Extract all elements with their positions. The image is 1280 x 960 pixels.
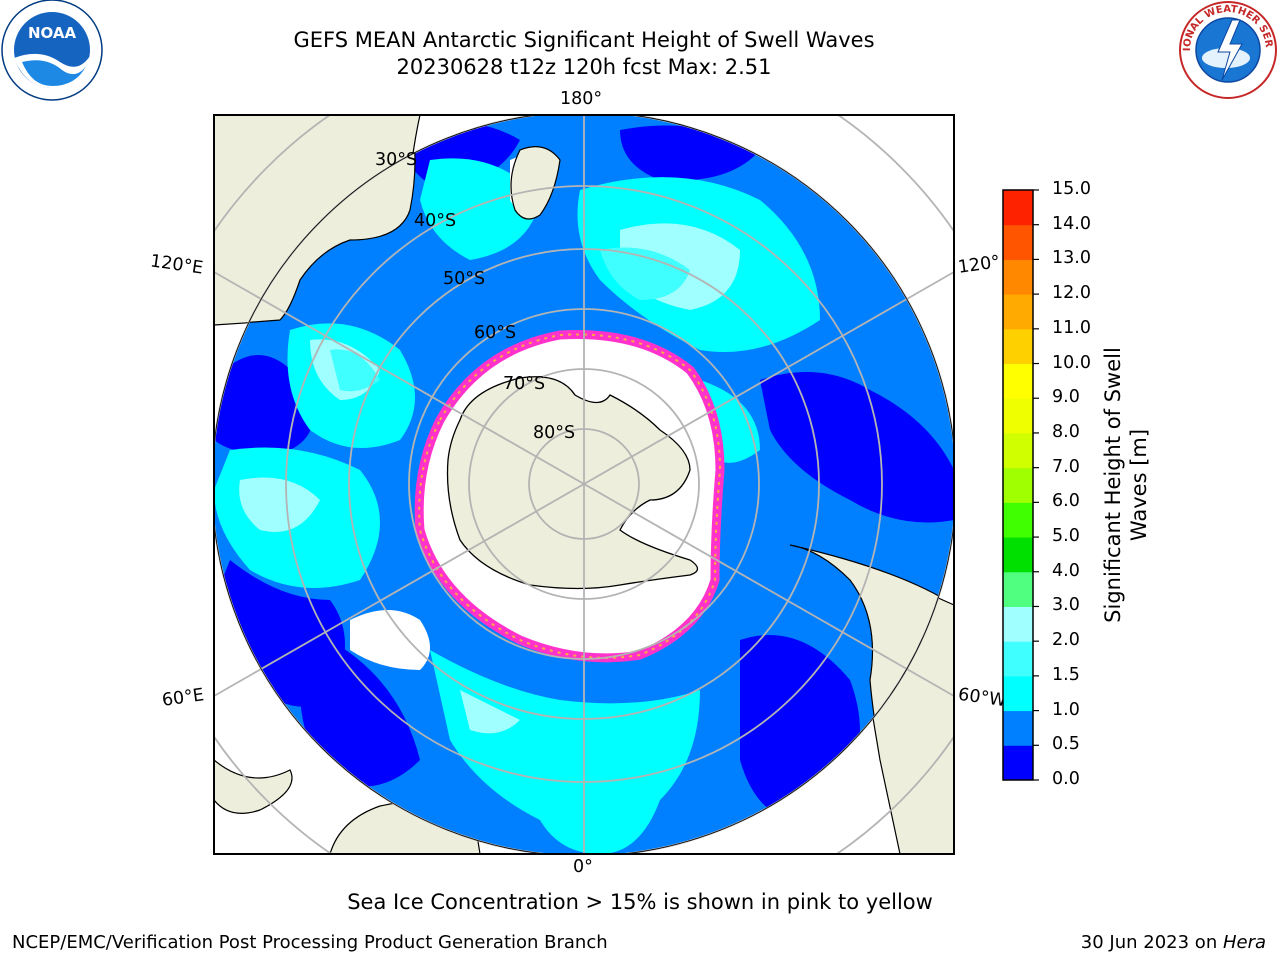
- chart-subtitle: 20230628 t12z 120h fcst Max: 2.51: [396, 55, 772, 79]
- colorbar-tick-label: 14.0: [1052, 213, 1091, 234]
- colorbar-label-line1: Significant Height of Swell: [1101, 347, 1125, 623]
- colorbar-segment: [1003, 259, 1033, 295]
- colorbar-tick-label: 1.5: [1052, 664, 1080, 685]
- colorbar-label: Significant Height of Swell Waves [m]: [1100, 185, 1160, 785]
- lat-label-70s: 70°S: [503, 374, 546, 394]
- colorbar-tick-label: 13.0: [1052, 248, 1091, 269]
- lon-label-180: 180°: [560, 89, 603, 109]
- colorbar-segment: [1003, 224, 1033, 260]
- footer-producer: NCEP/EMC/Verification Post Processing Pr…: [12, 932, 608, 953]
- colorbar-tick-label: 11.0: [1052, 317, 1091, 338]
- colorbar-outline: [1002, 189, 1034, 781]
- lon-label-0: 0°: [573, 857, 593, 877]
- lat-label-30s: 30°S: [375, 150, 418, 170]
- colorbar-segment: [1003, 502, 1033, 538]
- colorbar-tick-label: 0.0: [1052, 769, 1080, 789]
- colorbar-tick-label: 12.0: [1052, 283, 1091, 304]
- colorbar-segment: [1003, 328, 1033, 365]
- colorbar-segment: [1003, 294, 1033, 330]
- colorbar: [1002, 189, 1039, 781]
- colorbar-tick-label: 15.0: [1052, 179, 1091, 199]
- colorbar-segment: [1003, 675, 1033, 712]
- colorbar-segment: [1003, 710, 1033, 746]
- colorbar-tick-label: 2.0: [1052, 630, 1080, 651]
- colorbar-segment: [1003, 432, 1033, 469]
- colorbar-segment: [1003, 571, 1033, 607]
- lat-label-80s: 80°S: [533, 423, 576, 443]
- sea-ice-note: Sea Ice Concentration > 15% is shown in …: [347, 890, 933, 914]
- colorbar-segment: [1003, 537, 1033, 573]
- colorbar-tick-label: 3.0: [1052, 595, 1080, 616]
- map-frame: [213, 114, 955, 855]
- colorbar-segment: [1003, 641, 1033, 677]
- footer-host: Hera: [1222, 932, 1266, 953]
- colorbar-tick-label: 4.0: [1052, 560, 1080, 581]
- lat-label-40s: 40°S: [414, 211, 457, 231]
- colorbar-label-line2: Waves [m]: [1127, 428, 1151, 542]
- colorbar-tick-label: 6.0: [1052, 491, 1080, 512]
- footer-date-text: 30 Jun 2023 on: [1080, 932, 1223, 953]
- colorbar-tick-label: 7.0: [1052, 456, 1080, 477]
- colorbar-tick-label: 1.0: [1052, 699, 1080, 720]
- lat-label-50s: 50°S: [443, 269, 486, 289]
- colorbar-segment: [1003, 467, 1033, 503]
- colorbar-segment: [1003, 363, 1033, 399]
- colorbar-tick-label: 8.0: [1052, 421, 1080, 442]
- colorbar-tick-label: 0.5: [1052, 734, 1080, 755]
- nws-logo: NATIONAL WEATHER SERVICE: [1178, 0, 1277, 99]
- footer-date: 30 Jun 2023 on Hera: [1081, 932, 1266, 953]
- colorbar-segment: [1003, 606, 1033, 642]
- colorbar-tick-label: 5.0: [1052, 526, 1080, 547]
- chart-title: GEFS MEAN Antarctic Significant Height o…: [293, 28, 875, 52]
- colorbar-segment: [1003, 745, 1033, 781]
- noaa-logo: NOAA: [1, 0, 103, 101]
- lat-label-60s: 60°S: [474, 323, 517, 343]
- graticule: [214, 115, 954, 854]
- swell-cyan-patches: [330, 247, 690, 392]
- colorbar-segment: [1003, 398, 1033, 434]
- noaa-logo-text: NOAA: [28, 24, 77, 42]
- ice-patch: [350, 610, 430, 670]
- colorbar-segment: [1003, 190, 1033, 226]
- colorbar-tick-label: 10.0: [1052, 352, 1091, 373]
- colorbar-tick-label: 9.0: [1052, 387, 1080, 408]
- antarctica-landmass: [446, 376, 699, 590]
